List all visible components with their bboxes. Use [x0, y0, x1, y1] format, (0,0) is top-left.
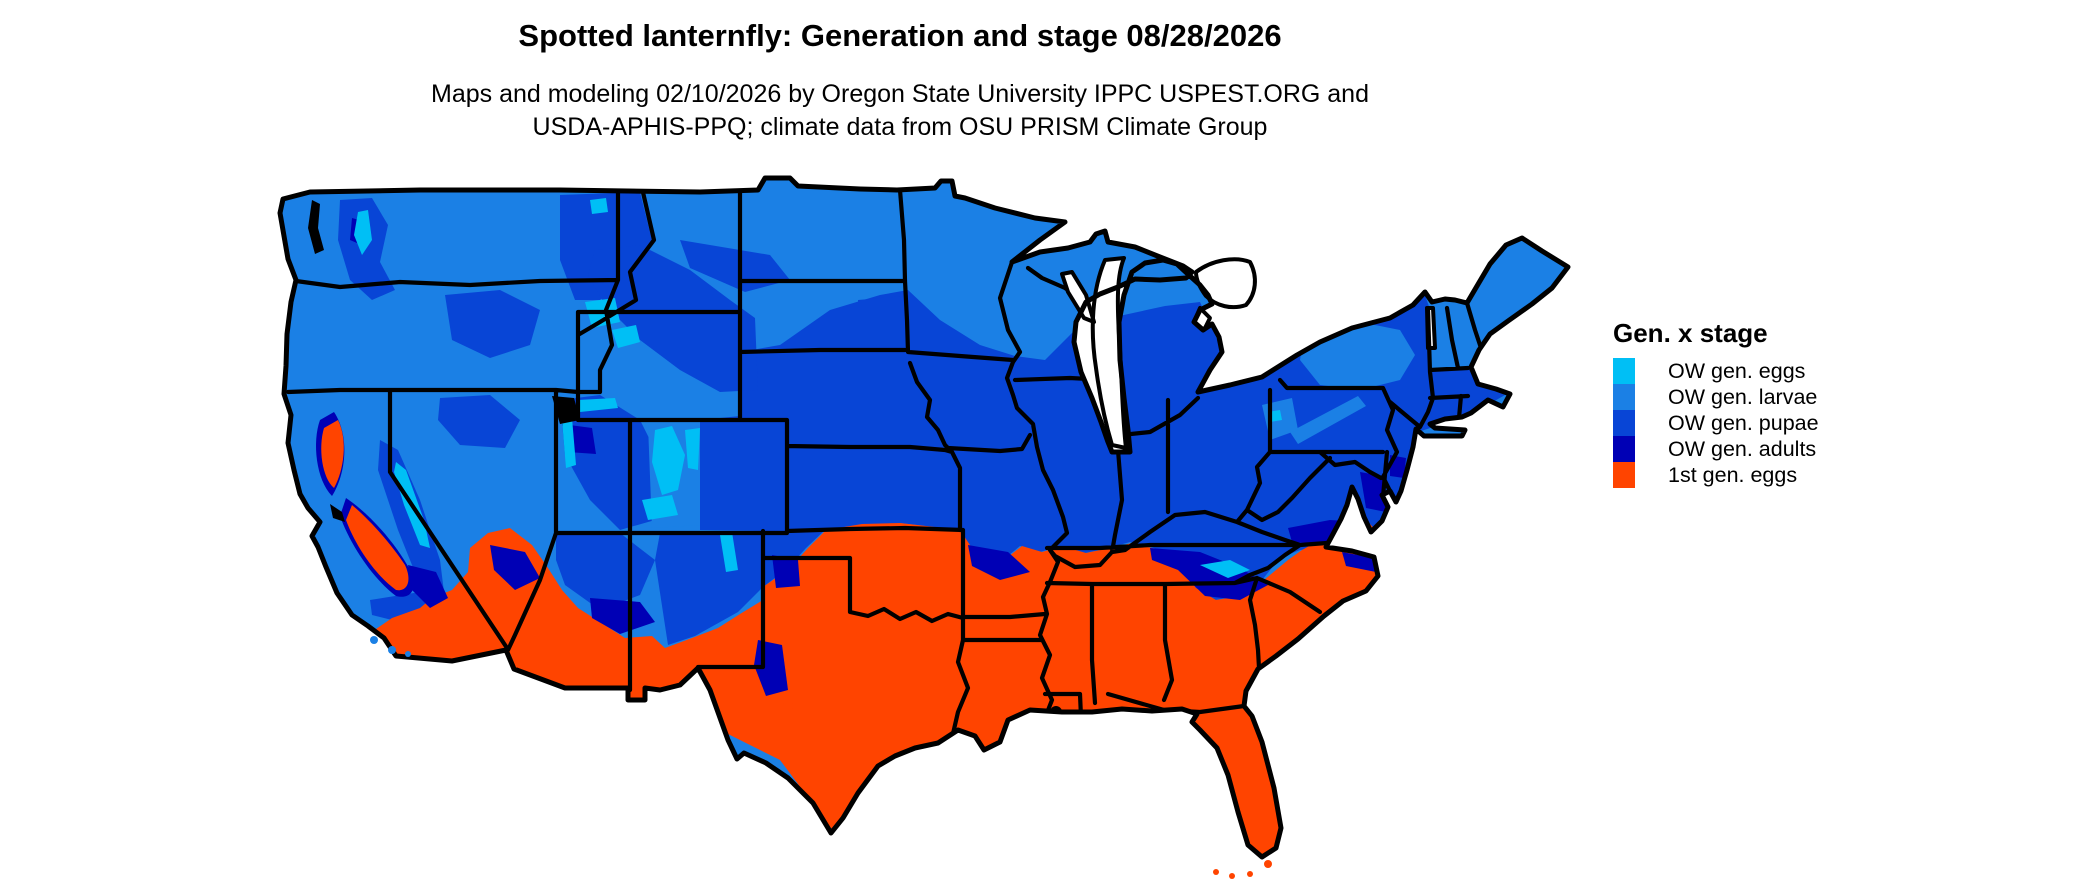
us-outline	[277, 175, 1571, 860]
channel-islands	[370, 636, 411, 657]
region-ow-eggs-glacier	[590, 198, 608, 214]
great-salt-lake-water	[552, 396, 580, 424]
region-ow-adults-tehachapi	[408, 565, 448, 608]
title-block: Spotted lanternfly: Generation and stage…	[60, 16, 1740, 144]
green-bay-water	[1060, 270, 1096, 324]
legend: Gen. x stage OW gen. eggs OW gen. larvae…	[1613, 318, 1819, 488]
subtitle-line-2: USDA-APHIS-PPQ; climate data from OSU PR…	[532, 113, 1268, 141]
legend-swatch-ow-pupae	[1613, 410, 1635, 436]
lake-michigan-water	[1090, 256, 1128, 450]
region-ow-adults-tx-panhandle	[772, 555, 800, 588]
legend-swatch-ow-eggs	[1613, 358, 1635, 384]
state-borders	[285, 182, 1484, 743]
region-ow-eggs-uinta	[578, 398, 618, 412]
puget-sound-water	[308, 200, 324, 254]
legend-item: OW gen. adults	[1613, 436, 1819, 462]
region-ow-larvae-pa-ridge	[1290, 396, 1366, 444]
region-ow-eggs-wa-crest	[354, 210, 372, 255]
region-ow-pupae-blue-mts	[445, 290, 540, 358]
subtitle-line-1: Maps and modeling 02/10/2026 by Oregon S…	[431, 80, 1369, 108]
region-ow-pupae-main	[700, 290, 1505, 600]
region-ow-adults-mojave	[490, 545, 540, 590]
region-ow-eggs-tn-flecks	[1200, 560, 1250, 578]
legend-label: OW gen. pupae	[1668, 410, 1819, 435]
region-ow-larvae-ny	[1300, 322, 1415, 390]
region-ow-eggs-wind-river	[612, 325, 640, 348]
region-1st-eggs-central-valley-s	[346, 505, 409, 591]
legend-item: OW gen. larvae	[1613, 384, 1819, 410]
region-ow-adults-az-rim	[590, 598, 655, 634]
region-ow-adults-delmarva	[1360, 472, 1386, 512]
legend-swatch-ow-adults	[1613, 436, 1635, 462]
legend-label: 1st gen. eggs	[1668, 462, 1798, 487]
legend-label: OW gen. adults	[1668, 436, 1817, 461]
region-ow-eggs-san-juan	[642, 495, 678, 520]
legend-label: OW gen. eggs	[1668, 358, 1806, 383]
region-ow-eggs-co-1	[652, 426, 685, 495]
region-ow-pupae-nv	[438, 395, 520, 448]
florida-keys	[1213, 860, 1272, 879]
region-ow-eggs-wasatch	[562, 418, 576, 468]
page-subtitle: Maps and modeling 02/10/2026 by Oregon S…	[60, 78, 1740, 144]
legend-swatch-1st-eggs	[1613, 462, 1635, 488]
region-ow-pupae-id-panhandle	[560, 192, 652, 300]
sf-bay-water	[330, 504, 345, 522]
region-1st-eggs-central-valley-n	[321, 420, 344, 488]
legend-item: OW gen. eggs	[1613, 358, 1819, 384]
legend-item: 1st gen. eggs	[1613, 462, 1819, 488]
region-ow-eggs-co-2	[685, 428, 700, 470]
legend-title: Gen. x stage	[1613, 318, 1768, 348]
region-ow-adults-ozark	[968, 545, 1030, 580]
page-title: Spotted lanternfly: Generation and stage…	[518, 18, 1282, 53]
legend-item: OW gen. pupae	[1613, 410, 1819, 436]
region-ow-eggs-sangre	[720, 532, 738, 572]
region-1st-eggs-wtexas-dot	[783, 701, 793, 711]
legend-swatch-ow-larvae	[1613, 384, 1635, 410]
legend-label: OW gen. larvae	[1668, 384, 1818, 409]
region-ow-adults-tn-valley	[1150, 548, 1268, 600]
region-ow-pupae-nd-se	[858, 296, 906, 348]
